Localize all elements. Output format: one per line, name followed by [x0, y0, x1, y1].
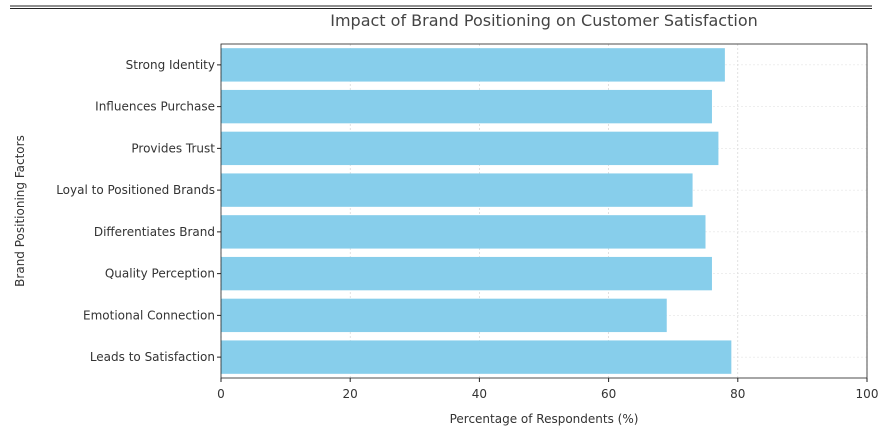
- bar-differentiates-brand: [221, 215, 706, 249]
- chart-title: Impact of Brand Positioning on Customer …: [330, 11, 758, 30]
- x-tick-labels: 0 20 40 60 80 100: [217, 378, 878, 401]
- y-tick-label: Leads to Satisfaction: [90, 350, 215, 364]
- y-axis-title: Brand Positioning Factors: [13, 135, 27, 287]
- bars: [221, 48, 732, 374]
- x-tick-label: 100: [856, 387, 879, 401]
- y-tick-labels: Strong Identity Influences Purchase Provid…: [56, 58, 221, 364]
- y-tick-label: Provides Trust: [131, 141, 215, 155]
- bar-strong-identity: [221, 48, 725, 82]
- x-tick-label: 60: [601, 387, 616, 401]
- y-tick-label: Quality Perception: [105, 267, 215, 281]
- x-axis-title: Percentage of Respondents (%): [450, 412, 639, 426]
- y-tick-label: Loyal to Positioned Brands: [56, 183, 215, 197]
- y-tick-label: Differentiates Brand: [94, 225, 215, 239]
- bar-leads-to-satisfaction: [221, 340, 732, 374]
- y-tick-label: Strong Identity: [126, 58, 215, 72]
- bar-loyal-to-positioned-brands: [221, 173, 693, 207]
- bar-emotional-connection: [221, 298, 667, 333]
- y-tick-label: Emotional Connection: [83, 308, 215, 322]
- y-tick-label: Influences Purchase: [95, 100, 215, 114]
- x-tick-label: 80: [730, 387, 745, 401]
- bar-quality-perception: [221, 256, 712, 291]
- x-tick-label: 20: [343, 387, 358, 401]
- plot-frame: [220, 43, 868, 379]
- x-tick-label: 0: [217, 387, 225, 401]
- bar-provides-trust: [221, 131, 719, 166]
- x-tick-label: 40: [472, 387, 487, 401]
- bar-influences-purchase: [221, 89, 712, 124]
